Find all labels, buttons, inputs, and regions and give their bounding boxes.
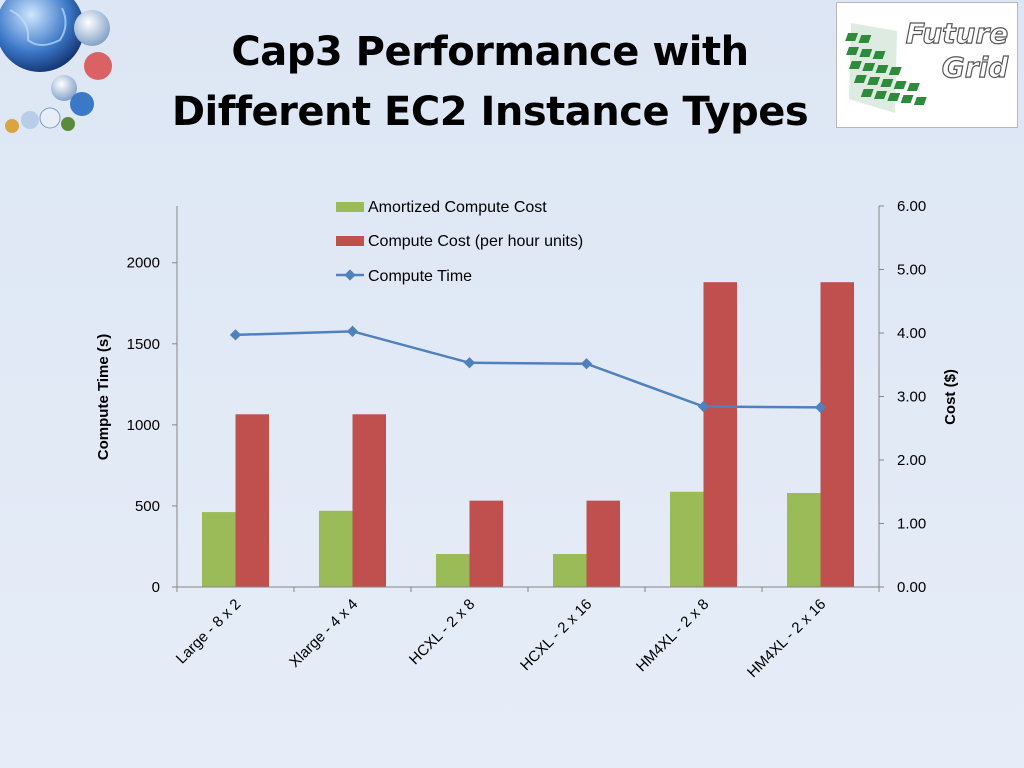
- legend-label-amortized: Amortized Compute Cost: [368, 199, 547, 216]
- category-label-1: Xlarge - 4 x 4: [286, 596, 361, 671]
- bar-amortized-5: [787, 493, 821, 587]
- y-axis-label-right: Cost ($): [942, 369, 959, 425]
- left-tick-label-3: 1500: [127, 336, 160, 353]
- bar-compute-cost-4: [703, 282, 737, 587]
- legend: Amortized Compute Cost Compute Cost (per…: [336, 199, 583, 285]
- right-tick-label-4: 4.00: [897, 325, 926, 342]
- category-label-0: Large - 8 x 2: [173, 596, 245, 668]
- compute-time-point-1: [346, 325, 359, 337]
- compute-time-point-0: [229, 329, 242, 341]
- title-line-1: Cap3 Performance with: [231, 29, 749, 75]
- grid-icon: [845, 23, 927, 113]
- legend-label-compute-cost: Compute Cost (per hour units): [368, 233, 583, 250]
- compute-time-point-5: [814, 401, 827, 414]
- legend-label-compute-time: Compute Time: [368, 268, 472, 285]
- slide-title: Cap3 Performance with Different EC2 Inst…: [120, 22, 860, 142]
- globe-collage-icon: [0, 0, 112, 133]
- legend-swatch-amortized: [336, 202, 364, 212]
- bar-compute-cost-0: [235, 414, 269, 587]
- bar-compute-cost-3: [586, 500, 620, 587]
- cap3-performance-chart: 0 500 1000 1500 2000 0.00 1.00 2.00 3.00 4.00 5.0…: [95, 198, 959, 681]
- bar-amortized-2: [436, 553, 470, 587]
- bar-amortized-1: [319, 510, 353, 587]
- bar-compute-cost-1: [352, 414, 386, 587]
- futuregrid-logo: Future Grid: [836, 2, 1018, 128]
- logo-text-future: Future: [906, 17, 1009, 50]
- right-tick-label-0: 0.00: [897, 579, 926, 596]
- bar-amortized-0: [202, 512, 236, 587]
- title-line-2: Different EC2 Instance Types: [171, 89, 809, 135]
- category-label-2: HCXL - 2 x 8: [406, 596, 478, 668]
- bar-amortized-3: [553, 553, 587, 587]
- right-tick-labels: 0.00 1.00 2.00 3.00 4.00 5.00 6.00: [879, 198, 926, 596]
- left-tick-label-0: 0: [152, 579, 160, 596]
- compute-time-line: [235, 330, 821, 409]
- right-tick-label-5: 5.00: [897, 262, 926, 279]
- left-tick-label-1: 500: [135, 498, 160, 515]
- right-tick-label-6: 6.00: [897, 198, 926, 215]
- logo-text-grid: Grid: [942, 51, 1009, 84]
- left-tick-labels: 0 500 1000 1500 2000: [127, 255, 177, 596]
- category-labels: Large - 8 x 2 Xlarge - 4 x 4 HCXL - 2 x 8 H…: [173, 596, 830, 681]
- compute-time-point-4: [697, 400, 710, 413]
- right-tick-label-1: 1.00: [897, 516, 926, 533]
- left-tick-label-2: 1000: [127, 417, 160, 434]
- legend-swatch-compute-cost: [336, 236, 364, 246]
- bar-compute-cost-2: [469, 500, 503, 587]
- bar-compute-cost-5: [820, 282, 854, 587]
- bar-group: [202, 282, 854, 587]
- category-label-5: HM4XL - 2 x 16: [744, 596, 829, 681]
- left-tick-label-4: 2000: [127, 255, 160, 272]
- right-tick-label-3: 3.00: [897, 389, 926, 406]
- category-label-3: HCXL - 2 x 16: [517, 596, 595, 674]
- legend-marker-compute-time: [344, 269, 356, 281]
- right-tick-label-2: 2.00: [897, 452, 926, 469]
- y-axis-label-left: Compute Time (s): [95, 334, 112, 460]
- axes-group: [176, 206, 880, 592]
- compute-time-point-2: [463, 357, 476, 369]
- compute-time-point-3: [580, 358, 593, 370]
- line-group: [229, 325, 827, 414]
- bar-amortized-4: [670, 491, 704, 587]
- category-label-4: HM4XL - 2 x 8: [633, 596, 712, 675]
